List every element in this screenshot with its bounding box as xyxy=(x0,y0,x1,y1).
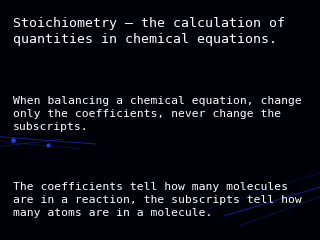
Text: The coefficients tell how many molecules
are in a reaction, the subscripts tell : The coefficients tell how many molecules… xyxy=(13,182,301,218)
Text: Stoichiometry – the calculation of
quantities in chemical equations.: Stoichiometry – the calculation of quant… xyxy=(13,17,285,46)
Text: When balancing a chemical equation, change
only the coefficients, never change t: When balancing a chemical equation, chan… xyxy=(13,96,301,132)
